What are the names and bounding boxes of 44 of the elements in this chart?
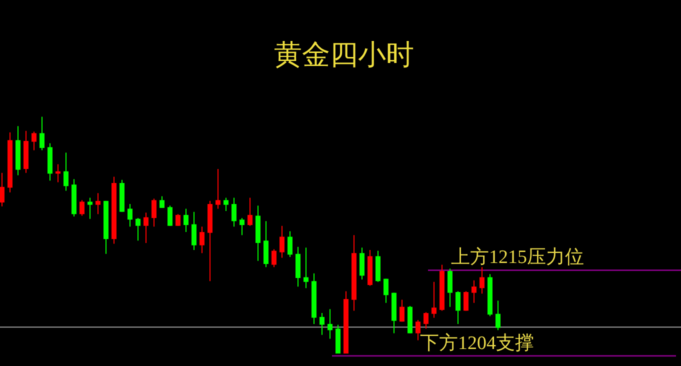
candlestick [160,196,164,208]
candlestick [360,247,364,280]
text: 黄金四小时 [274,40,414,71]
candlestick [168,205,172,226]
candlestick [320,312,324,336]
candlestick [232,197,236,228]
candlestick [80,200,84,216]
candlestick [456,290,460,324]
candlestick [192,211,196,250]
candlestick [200,226,204,254]
candlestick [224,197,228,212]
candlestick [496,300,500,331]
candlestick [432,281,436,318]
ref-line-label: 下方1204支撑 [420,332,534,354]
candlestick [240,218,244,236]
candlestick [184,208,188,233]
candlestick [144,212,148,244]
candlestick [128,204,132,228]
candlestick [40,116,44,151]
candlestick [152,198,156,228]
candlestick [480,266,484,294]
candlestick [136,218,140,242]
candlestick [88,197,92,220]
candlestick [176,214,180,226]
ref-line-label: 上方1215压力位 [451,246,584,268]
candlestick [400,299,404,322]
candlestick [32,131,36,151]
candlestick [416,320,420,341]
candlestick [384,278,388,304]
candlestick [288,230,292,258]
candlestick [0,172,4,207]
candlestick [304,247,308,289]
candlestick [328,308,332,340]
candlestick [472,280,476,304]
candlestick [96,192,100,215]
candlestick [216,168,220,210]
candlestick [64,152,68,192]
candlestick [448,268,452,308]
candlestick [464,290,468,312]
candlestick [264,220,268,268]
candlestick [248,197,252,226]
candlestick [424,312,428,330]
candlestick [272,248,276,268]
candlestick [280,225,284,258]
